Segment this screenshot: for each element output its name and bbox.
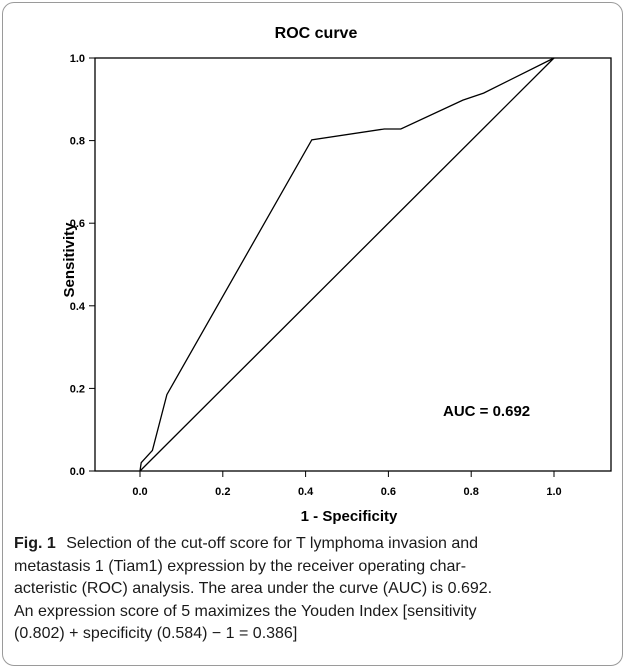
chart-title: ROC curve — [275, 25, 358, 42]
auc-annotation: AUC = 0.692 — [443, 403, 530, 420]
caption-line-3: acteristic (ROC) analysis. The area unde… — [14, 580, 493, 598]
y-tick-label: 0.4 — [70, 301, 86, 313]
plot-area — [94, 57, 612, 472]
x-tick-label: 0.8 — [464, 486, 479, 498]
caption-line-1-text: Selection of the cut-off score for T lym… — [66, 535, 479, 552]
x-axis-label: 1 - Specificity — [301, 508, 398, 525]
y-tick-label: 0.0 — [70, 466, 85, 478]
caption-line-1: Fig. 1 Selection of the cut-off score fo… — [14, 533, 614, 556]
y-tick-label: 0.8 — [70, 136, 85, 148]
figure-label: Fig. 1 — [14, 535, 56, 552]
y-tick-label: 0.6 — [70, 218, 85, 230]
x-tick-label: 0.2 — [215, 486, 230, 498]
y-tick-label: 0.2 — [70, 383, 85, 395]
y-axis-label: Sensitivity — [61, 222, 78, 298]
roc-curve-line — [139, 57, 555, 472]
caption-line-2: metastasis 1 (Tiam1) expression by the r… — [14, 557, 467, 575]
y-tick-label: 1.0 — [70, 53, 85, 65]
x-tick-label: 0.4 — [298, 486, 314, 498]
x-tick-label: 1.0 — [546, 486, 561, 498]
axes: 0.0 0.2 0.4 0.6 0.8 1.0 0.0 0.2 0.4 0.6 0.8 1.0 — [70, 53, 562, 498]
figure-caption: Fig. 1 Selection of the cut-off score fo… — [14, 533, 614, 646]
series-layer — [139, 57, 555, 472]
reference-diagonal-line — [139, 57, 555, 472]
caption-line-5: (0.802) + specificity (0.584) − 1 = 0.38… — [14, 625, 298, 643]
x-tick-label: 0.0 — [132, 486, 147, 498]
roc-chart: ROC curve 0.0 0.2 0.4 0.6 0.8 1.0 0.0 0.2 0.4 0.6… — [61, 25, 612, 525]
x-tick-label: 0.6 — [381, 486, 396, 498]
plot-frame — [94, 57, 612, 472]
caption-line-4: An expression score of 5 maximizes the Y… — [14, 602, 477, 620]
